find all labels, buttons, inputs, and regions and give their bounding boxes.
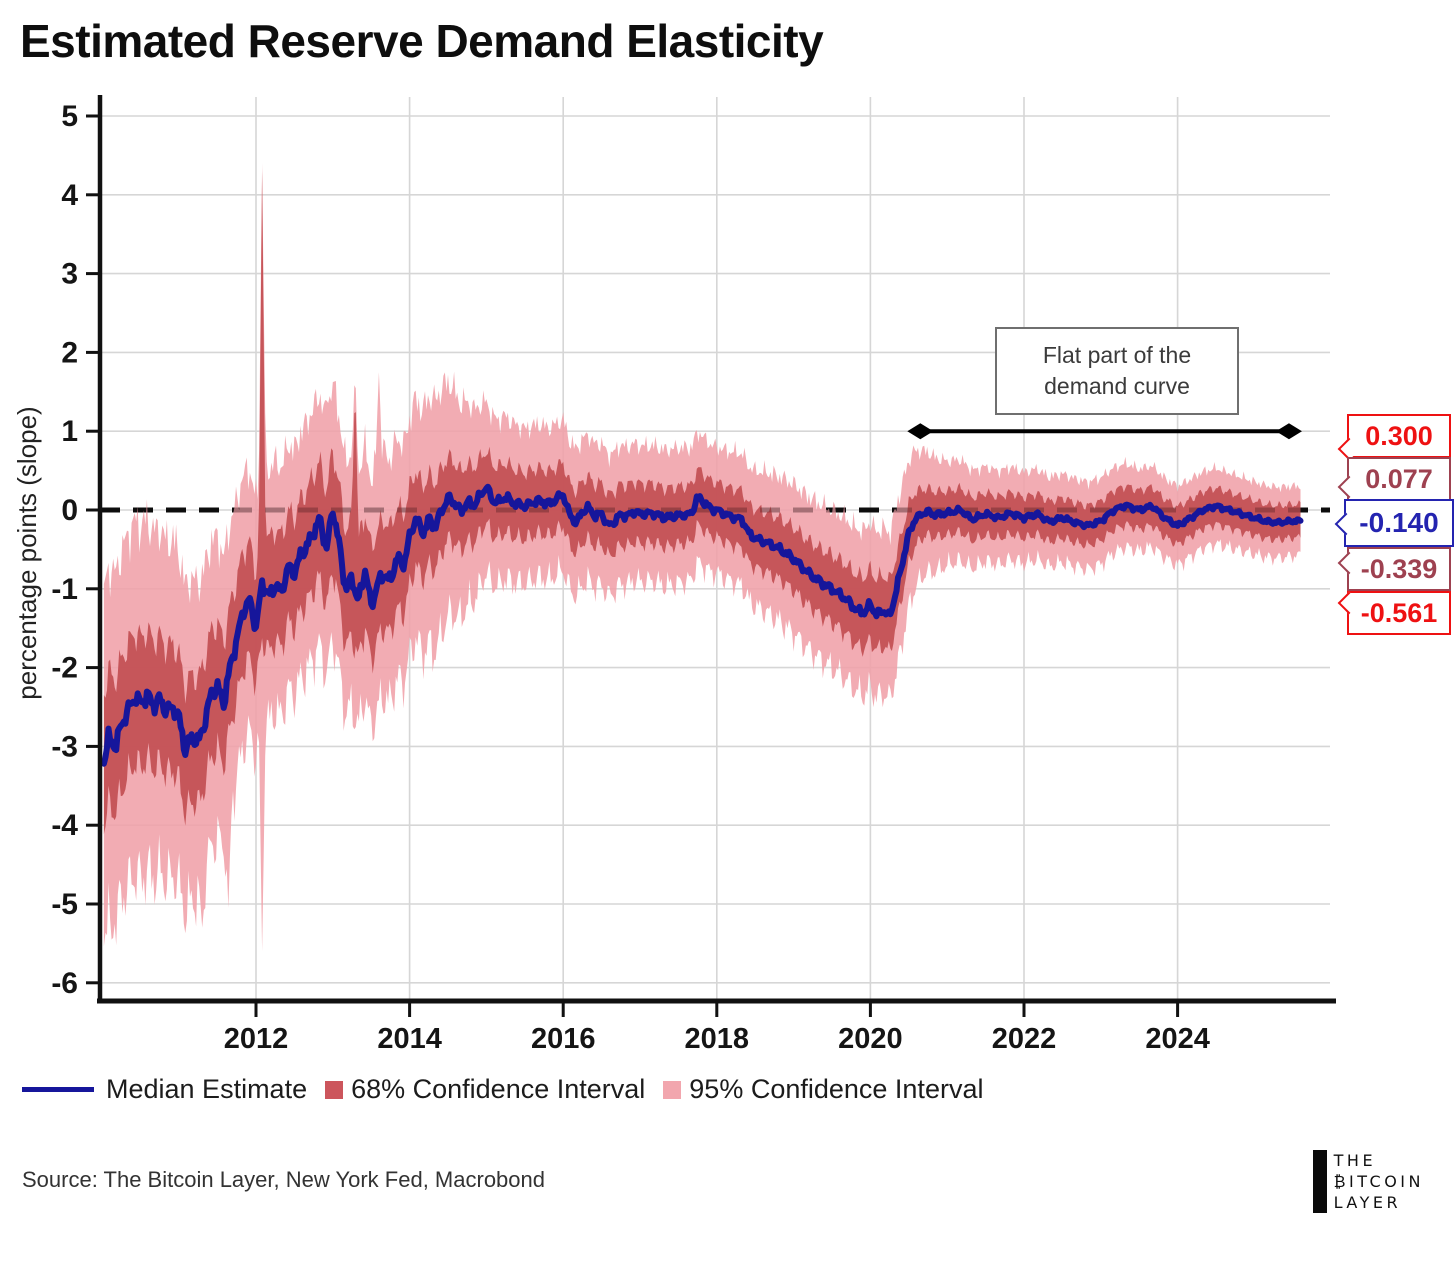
y-tick-label: 3 — [61, 258, 78, 291]
y-tick-label: 0 — [61, 494, 78, 527]
median-line-swatch — [22, 1087, 94, 1092]
y-tick-label: -6 — [51, 967, 78, 1000]
ci68-swatch — [325, 1080, 344, 1099]
annotation-box: Flat part of the demand curve — [995, 327, 1239, 415]
x-tick-label: 2018 — [685, 1023, 750, 1055]
end-label-ci95-high: 0.300 — [1347, 414, 1451, 458]
x-tick-label: 2022 — [992, 1023, 1057, 1055]
end-label-value: 0.300 — [1365, 420, 1433, 451]
y-tick-label: -2 — [51, 652, 78, 685]
legend-label-ci68: 68% Confidence Interval — [351, 1074, 646, 1104]
annotation-line1: Flat part of the — [1042, 341, 1192, 368]
end-label-ci95-low: -0.561 — [1347, 591, 1451, 635]
median-line — [100, 483, 1304, 767]
source-note: Source: The Bitcoin Layer, New York Fed,… — [22, 1167, 545, 1192]
annotation-line2: demand curve — [1044, 373, 1190, 399]
end-label-median: -0.140 — [1344, 499, 1454, 547]
legend-label-ci95: 95% Confidence Interval — [689, 1074, 984, 1104]
x-tick-label: 2014 — [377, 1023, 442, 1055]
x-tick-label: 2024 — [1145, 1023, 1210, 1055]
end-label-ci68-low: -0.339 — [1347, 547, 1451, 591]
y-tick-label: -5 — [51, 888, 78, 921]
y-tick-label: 1 — [61, 415, 78, 448]
y-tick-label: -1 — [51, 573, 78, 606]
arrow-diamond — [1275, 423, 1302, 440]
legend: Median Estimate 68% Confidence Interval … — [22, 1074, 983, 1105]
y-tick-label: -4 — [51, 809, 78, 842]
x-tick-label: 2012 — [224, 1023, 289, 1055]
logo-line-the: THE — [1333, 1151, 1377, 1170]
ci95-swatch — [663, 1080, 682, 1099]
y-tick-label: 4 — [61, 179, 78, 212]
end-label-value: -0.140 — [1359, 507, 1439, 538]
x-tick-label: 2020 — [838, 1023, 903, 1055]
y-tick-label: 2 — [61, 336, 78, 369]
end-label-value: -0.561 — [1360, 597, 1438, 628]
arrow-diamond — [907, 423, 934, 440]
end-label-value: -0.339 — [1360, 553, 1438, 584]
y-tick-label: -3 — [51, 730, 78, 763]
ci95-band — [103, 163, 1301, 952]
y-axis-title: percentage points (slope) — [12, 406, 42, 699]
logo-line-layer: LAYER — [1333, 1193, 1402, 1212]
legend-label-median: Median Estimate — [106, 1074, 308, 1104]
bitcoin-layer-logo: THE ₿ITCOIN LAYER — [1312, 1150, 1424, 1213]
end-label-ci68-high: 0.077 — [1347, 457, 1451, 501]
logo-bar — [1312, 1150, 1327, 1213]
page-title: Estimated Reserve Demand Elasticity — [20, 15, 824, 67]
y-tick-label: 5 — [61, 100, 78, 133]
logo-line-bitcoin: ₿ITCOIN — [1333, 1172, 1424, 1191]
x-tick-label: 2016 — [531, 1023, 596, 1055]
end-label-value: 0.077 — [1365, 463, 1433, 494]
